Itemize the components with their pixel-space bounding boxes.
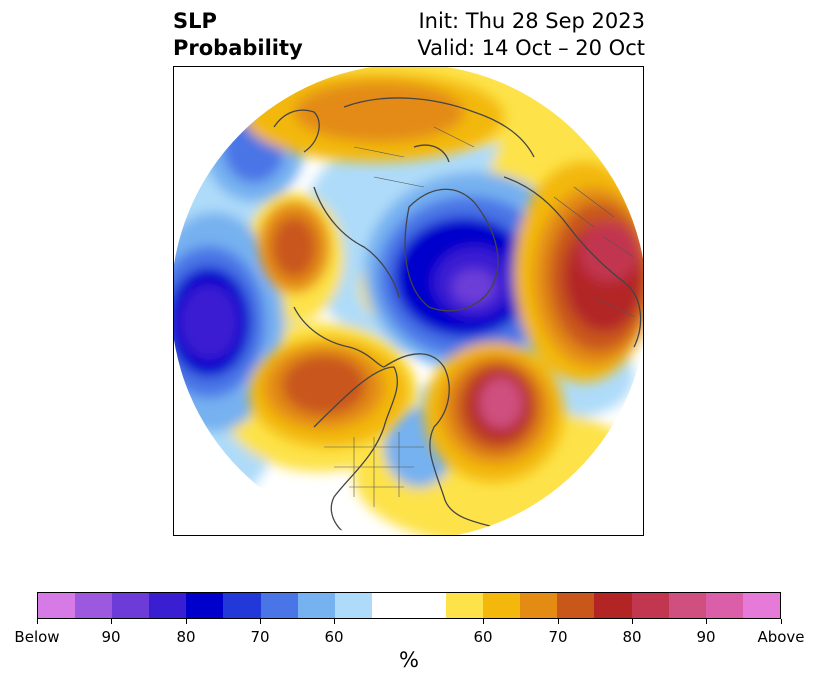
- colorbar-segment: [483, 593, 521, 618]
- colorbar-segment: [38, 593, 76, 618]
- colorbar-segment: [705, 593, 743, 618]
- colorbar-segment: [594, 593, 632, 618]
- colorbar-tick-label: Below: [14, 628, 60, 646]
- colorbar-segment: [371, 593, 409, 618]
- valid-range: Valid: 14 Oct – 20 Oct: [417, 36, 645, 60]
- colorbar-tick-label: 70: [548, 628, 568, 646]
- title-variable: SLP: [173, 9, 217, 33]
- colorbar-tick-label: 60: [473, 628, 493, 646]
- colorbar-segment: [260, 593, 298, 618]
- colorbar-segment: [668, 593, 706, 618]
- colorbar-tick-label: 80: [622, 628, 642, 646]
- colorbar-tick: [632, 619, 633, 624]
- colorbar-segment: [149, 593, 187, 618]
- colorbar-segment: [557, 593, 595, 618]
- probability-map-graphic: [174, 67, 643, 535]
- colorbar-tick-label: 80: [176, 628, 196, 646]
- title-metric: Probability: [173, 36, 303, 60]
- colorbar-tick: [483, 619, 484, 624]
- colorbar-tick: [260, 619, 261, 624]
- colorbar-segment: [112, 593, 150, 618]
- colorbar-tick: [111, 619, 112, 624]
- colorbar-segment: [631, 593, 669, 618]
- colorbar-tick: [37, 619, 38, 624]
- colorbar-segment: [446, 593, 484, 618]
- colorbar-tick: [186, 619, 187, 624]
- map-subtitle: Init: Thu 28 Sep 2023 Valid: 14 Oct – 20…: [417, 8, 645, 62]
- colorbar-segment: [186, 593, 224, 618]
- colorbar-segment: [297, 593, 335, 618]
- probability-colorbar: [37, 592, 781, 619]
- colorbar-segment: [75, 593, 113, 618]
- colorbar-tick: [781, 619, 782, 624]
- polar-map: [173, 66, 644, 536]
- colorbar-tick-label: 60: [324, 628, 344, 646]
- colorbar-tick-label: 90: [101, 628, 121, 646]
- colorbar-tick: [706, 619, 707, 624]
- colorbar-tick: [334, 619, 335, 624]
- colorbar-segment: [334, 593, 372, 618]
- colorbar-tick-label: 90: [696, 628, 716, 646]
- init-date: Init: Thu 28 Sep 2023: [418, 9, 645, 33]
- map-title: SLP Probability: [173, 8, 303, 62]
- colorbar-segment: [742, 593, 780, 618]
- colorbar-unit-label: %: [399, 648, 419, 672]
- colorbar-tick-label: Above: [757, 628, 805, 646]
- colorbar-segment: [520, 593, 558, 618]
- colorbar-segment: [223, 593, 261, 618]
- colorbar-tick-label: 70: [250, 628, 270, 646]
- colorbar-tick: [558, 619, 559, 624]
- colorbar-segment: [408, 593, 447, 618]
